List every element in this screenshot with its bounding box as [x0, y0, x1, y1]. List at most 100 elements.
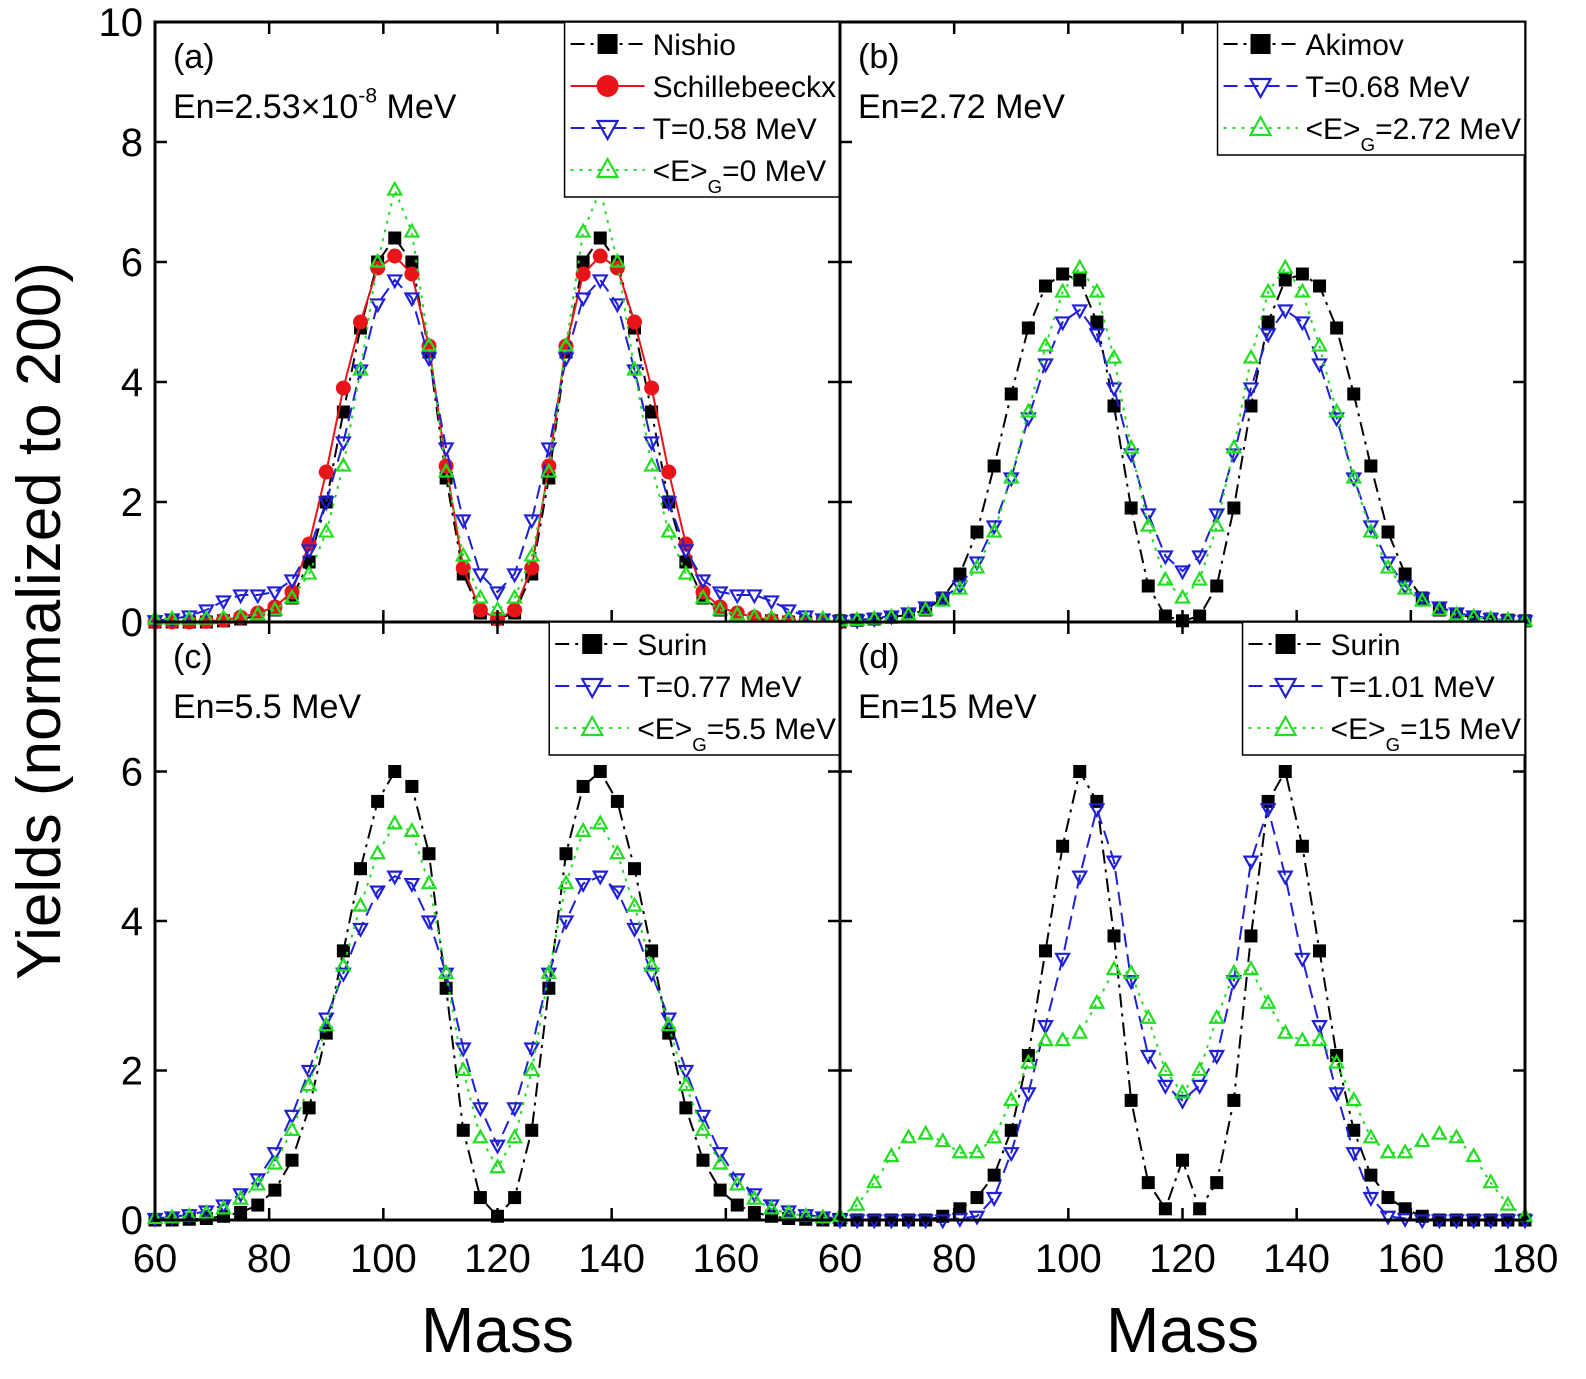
marker [1039, 279, 1052, 293]
marker [371, 794, 385, 808]
series [831, 304, 1534, 631]
marker [679, 1101, 693, 1115]
marker [694, 1120, 712, 1136]
marker [1276, 258, 1294, 274]
marker [506, 568, 523, 584]
x-tick-label: 120 [464, 1237, 531, 1281]
marker [403, 877, 421, 894]
marker [900, 605, 917, 621]
marker [1499, 1195, 1517, 1211]
marker [1210, 579, 1224, 593]
marker [1071, 304, 1089, 320]
marker [1225, 975, 1243, 991]
marker [283, 588, 301, 604]
marker [711, 586, 729, 602]
marker [420, 352, 438, 368]
marker [591, 814, 609, 830]
marker [317, 1012, 335, 1028]
marker [728, 605, 746, 621]
series [146, 180, 849, 625]
marker [953, 567, 967, 581]
series-line [839, 308, 1526, 622]
marker [318, 464, 334, 480]
marker [1364, 459, 1378, 473]
marker [404, 266, 420, 282]
x-tick-label: 160 [1377, 1237, 1444, 1281]
marker [1191, 550, 1208, 566]
legend: Surin T=1.01 MeV <E>G=15 MeV [1241, 621, 1526, 756]
marker [336, 944, 350, 958]
marker [626, 896, 643, 912]
marker [1227, 501, 1241, 515]
marker [1002, 1090, 1020, 1107]
marker [300, 1064, 318, 1080]
marker [524, 560, 540, 576]
marker [1139, 1008, 1157, 1024]
series [148, 765, 847, 1227]
marker [369, 844, 386, 860]
marker [985, 1191, 1003, 1207]
legend: Nishio Schillebeeckx T=0.58 MeV <E>G=0 MeV [563, 21, 841, 198]
marker [1225, 438, 1243, 454]
marker [557, 874, 575, 890]
marker [746, 1189, 763, 1205]
series-line [155, 254, 840, 623]
marker [335, 956, 352, 972]
series [146, 274, 849, 631]
marker [1124, 501, 1138, 515]
marker [985, 520, 1003, 536]
marker [1276, 1023, 1294, 1039]
legend-marker [595, 119, 620, 142]
legend-marker [595, 156, 620, 179]
marker [1311, 358, 1328, 374]
marker [1191, 1079, 1208, 1095]
marker [405, 255, 419, 269]
marker [1328, 1053, 1345, 1069]
marker [403, 292, 421, 308]
marker [198, 604, 215, 620]
series-line [155, 186, 840, 620]
x-tick-label: 80 [932, 1237, 977, 1281]
marker [472, 602, 488, 618]
marker [353, 314, 368, 330]
marker [163, 613, 181, 629]
text-part: =0 MeV [722, 155, 826, 188]
marker [386, 870, 404, 886]
marker [1105, 382, 1123, 398]
marker [1002, 468, 1020, 484]
marker [1431, 600, 1448, 616]
x-tick-label: 60 [818, 1237, 863, 1281]
marker [1054, 1031, 1071, 1047]
marker [900, 1128, 917, 1144]
marker [198, 1203, 215, 1219]
marker [1465, 1147, 1482, 1163]
marker [1037, 336, 1054, 352]
text-part: <E> [1306, 113, 1361, 146]
marker [626, 922, 643, 938]
marker [1208, 1049, 1226, 1065]
legend-label: Nishio [653, 29, 736, 62]
x-tick-label: 100 [1035, 1237, 1102, 1281]
marker [576, 255, 590, 269]
marker [1021, 321, 1035, 335]
marker [848, 1195, 866, 1211]
series [147, 248, 848, 630]
marker [1002, 1147, 1020, 1163]
marker [1362, 522, 1380, 538]
series-line [839, 266, 1526, 622]
marker [234, 1206, 248, 1220]
legend-label: T=0.68 MeV [1306, 71, 1470, 104]
marker [728, 1173, 746, 1189]
marker [540, 967, 558, 983]
x-tick-label: 120 [1149, 1237, 1216, 1281]
marker [865, 609, 883, 625]
x-tick-label: 100 [350, 1237, 417, 1281]
x-tick-label: 180 [1492, 1237, 1559, 1281]
text-part: MeV [377, 88, 457, 126]
marker [285, 1153, 299, 1167]
marker [746, 1188, 763, 1204]
marker [523, 514, 541, 530]
text-part: G [692, 734, 706, 755]
legend-label: Surin [1331, 629, 1401, 662]
annotation: En=2.72 MeV [858, 88, 1065, 126]
